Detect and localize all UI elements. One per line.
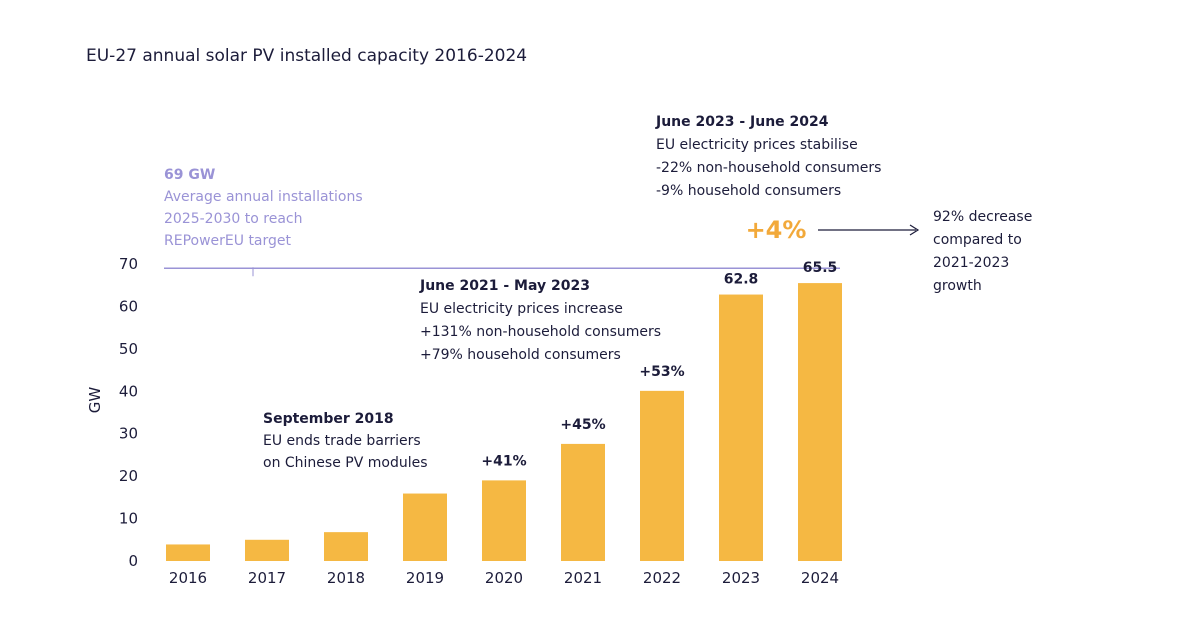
y-tick-label: 0: [128, 552, 138, 570]
y-tick-label: 60: [119, 297, 138, 315]
chart-title: EU-27 annual solar PV installed capacity…: [86, 46, 527, 66]
bar-2018: [324, 532, 368, 561]
x-tick-label: 2021: [564, 569, 602, 587]
decrease-note-line-2: compared to: [933, 232, 1022, 248]
bar-2022: [640, 390, 684, 561]
target-desc-line-3: REPowerEU target: [164, 233, 292, 249]
growth-label: +53%: [639, 364, 684, 380]
x-tick-label: 2016: [169, 569, 207, 587]
bar-labels: +41% +45% +53% 62.8 65.5: [481, 260, 837, 469]
bar-2023: [719, 294, 763, 561]
bar-2017: [245, 539, 289, 561]
y-axis-label: GW: [86, 387, 104, 414]
y-tick-label: 50: [119, 340, 138, 358]
annotation-sep2018-title: September 2018: [263, 411, 394, 427]
annotation-sep2018-line-2: on Chinese PV modules: [263, 455, 428, 471]
annotation-jun2023-line-1: EU electricity prices stabilise: [656, 137, 858, 153]
annotation-jun2021-line-2: +131% non-household consumers: [420, 324, 661, 340]
annotation-jun2023-title: June 2023 - June 2024: [655, 114, 829, 130]
y-tick-label: 40: [119, 382, 138, 400]
x-tick-label: 2022: [643, 569, 681, 587]
x-axis-ticks: 2016 2017 2018 2019 2020 2021 2022 2023 2024: [169, 569, 839, 587]
annotation-jun2021-line-1: EU electricity prices increase: [420, 301, 623, 317]
y-tick-label: 70: [119, 255, 138, 273]
target-desc-line-1: Average annual installations: [164, 189, 363, 205]
growth-label: +45%: [560, 417, 605, 433]
y-tick-label: 30: [119, 425, 138, 443]
x-tick-label: 2023: [722, 569, 760, 587]
x-tick-label: 2018: [327, 569, 365, 587]
decrease-note-line-4: growth: [933, 278, 982, 294]
y-axis-ticks: 0 10 20 30 40 50 60 70: [119, 255, 138, 570]
value-label: 65.5: [803, 260, 838, 276]
growth-label: +41%: [481, 453, 526, 469]
bar-2020: [482, 480, 526, 561]
annotation-jun2023-line-2: -22% non-household consumers: [656, 160, 881, 176]
bar-2019: [403, 493, 447, 561]
target-desc-line-2: 2025-2030 to reach: [164, 211, 302, 227]
x-tick-label: 2017: [248, 569, 286, 587]
decrease-note-line-1: 92% decrease: [933, 209, 1032, 225]
bar-2021: [561, 443, 605, 561]
bar-2024: [798, 283, 842, 561]
annotation-jun2021-title: June 2021 - May 2023: [419, 278, 590, 294]
annotation-jun2023-line-3: -9% household consumers: [656, 183, 841, 199]
decrease-note-line-3: 2021-2023: [933, 255, 1009, 271]
bar-2016: [166, 544, 210, 561]
value-label: 62.8: [724, 272, 759, 288]
bars: [166, 283, 842, 561]
x-tick-label: 2020: [485, 569, 523, 587]
annotation-sep2018-line-1: EU ends trade barriers: [263, 433, 421, 449]
y-tick-label: 20: [119, 467, 138, 485]
x-tick-label: 2024: [801, 569, 839, 587]
annotation-jun2021-line-3: +79% household consumers: [420, 347, 621, 363]
y-tick-label: 10: [119, 510, 138, 528]
arrow-right-icon: [909, 224, 920, 236]
growth-2024-label: +4%: [746, 216, 807, 244]
target-value-label: 69 GW: [164, 167, 215, 183]
x-tick-label: 2019: [406, 569, 444, 587]
